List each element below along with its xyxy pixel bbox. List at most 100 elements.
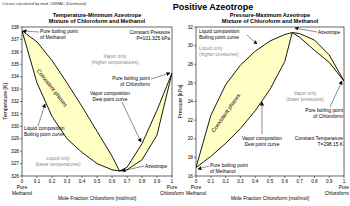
y-tick-label: 338 [11,25,19,30]
plot-area [22,31,172,171]
x-tick [284,176,285,178]
x-tick [196,176,197,178]
x-tick-label: 0.8 [311,179,318,184]
annotation-text: Dew point curve [92,97,127,102]
annotation-text: P=101.325 kPa [136,36,170,41]
annotation-text: Pure [167,185,178,190]
annotation: Azeotrope [318,30,341,35]
annotation-text: Pure boiling point [210,163,248,168]
annotation: Pure boiling pointof Chloroform [305,108,343,119]
annotation-text: Pure [191,185,202,190]
y-tick [194,157,196,158]
x-tick-label: 0.1 [208,179,215,184]
y-tick-label: 334 [11,74,19,79]
x-tick-label: 0.7 [124,179,131,184]
x-tick-label: 0.6 [109,179,116,184]
y-tick [20,51,22,52]
y-axis-title: Temperature [K] [2,82,8,119]
annotation-text: (lower pressures) [286,97,324,102]
annotation-arrow [262,102,263,134]
annotation-text: (higher pressures) [199,52,239,57]
annotation-text: of Chloroform [313,114,343,119]
y-tick [20,126,22,127]
x-tick [67,176,68,178]
x-tick [127,176,128,178]
annotation-arrow [330,81,342,107]
y-tick-label: 333 [11,87,19,92]
plot-frame [22,27,172,176]
y-tick-label: 329 [11,136,19,141]
annotation: Pure boiling pointof Methanol [40,29,78,40]
annotation-text: of Chloroform [120,82,150,87]
annotation-text: Vapor composition [90,91,130,96]
annotation-arrow [198,166,209,169]
x-tick [112,176,113,178]
y-tick-label: 335 [11,62,19,67]
chart: 00.10.20.30.40.50.60.70.80.9116182022242… [177,12,349,201]
annotation-text: Azeotrope [145,164,168,169]
annotation-text: Pure boiling point [305,108,343,113]
y-tick-label: 336 [11,50,19,55]
annotation-text: Vapor composition [242,136,282,141]
annotation: Coexistent phases [210,92,241,133]
annotation-text: Liquid composition [199,29,240,34]
x-tick [329,176,330,178]
x-tick-label: 0 [195,179,198,184]
x-tick-label: 0.5 [94,179,101,184]
annotation-text: Boiling point curve [24,132,64,137]
annotation-text: Liquid only [46,156,70,161]
annotation-text: Azeotrope [318,30,341,35]
annotation-arrow [295,28,317,32]
y-tick-label: 16 [188,174,194,179]
x-tick [240,176,241,178]
curve [22,31,172,171]
x-tick [157,176,158,178]
x-tick [52,176,53,178]
annotation: Liquid compositionBoiling point curve [24,126,65,137]
x-tick-label: 0 [21,179,24,184]
annotation-text: Constant Temperature [295,136,344,141]
y-tick-label: 24 [188,99,194,104]
y-axis-title: Pressure [kPa] [177,84,183,119]
annotation-arrow [122,166,144,171]
x-tick-label: 0.2 [222,179,229,184]
x-tick [82,176,83,178]
x-tick [314,176,315,178]
plot-background [22,27,172,176]
y-tick-label: 20 [188,136,194,141]
annotation-text: Vapor only [293,91,317,96]
coexistence-area [196,33,344,168]
annotation-text: Dew point curve [244,142,279,147]
annotation-arrow [23,31,39,32]
annotation-text: Liquid only [199,46,223,51]
x-tick [344,176,345,178]
annotation: PureChloroform [325,185,349,196]
y-tick [194,101,196,102]
x-tick-label: 0.1 [34,179,41,184]
x-tick [22,176,23,178]
annotation: Coexistent phases [36,68,69,108]
chart: 00.10.20.30.40.50.60.70.80.9132632732832… [2,12,184,201]
x-tick [225,176,226,178]
plot-background [196,27,344,176]
annotation-arrow [151,73,170,79]
x-tick-label: 0.3 [237,179,244,184]
annotation-arrow [247,35,257,44]
y-tick [20,101,22,102]
annotation-text: T=298.15 K [318,142,344,147]
annotation: Constant TemperatureT=298.15 K [295,136,344,147]
annotation: Constant PressureP=101.325 kPa [129,30,170,41]
annotation: Vapor only(lower pressures) [286,91,324,102]
y-tick [20,89,22,90]
x-tick-label: 0.6 [282,179,289,184]
y-tick [20,176,22,177]
figure: Curves calculated by mod. UNIFAC (Dortmu… [0,0,350,206]
y-tick [194,138,196,139]
x-tick [37,176,38,178]
y-tick [20,27,22,28]
annotation-text: Chloroform [325,191,349,196]
y-tick-label: 18 [188,155,194,160]
annotation-text: Methanol [12,191,32,196]
y-tick-label: 332 [11,99,19,104]
annotation: Pure boiling pointof Chloroform [112,76,150,87]
